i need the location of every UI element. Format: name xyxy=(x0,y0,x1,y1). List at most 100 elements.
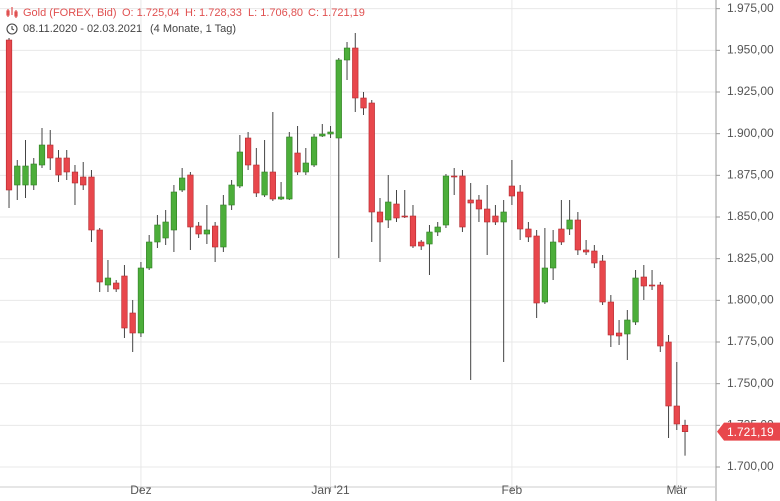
candle-body xyxy=(261,171,268,196)
candle-body xyxy=(88,176,95,231)
y-tick-label: 1.875,00 xyxy=(727,168,774,182)
y-tick-label: 1.700,00 xyxy=(727,459,774,473)
candle-body xyxy=(385,201,392,221)
candle-body xyxy=(360,97,367,109)
candle-body xyxy=(319,133,326,137)
candle-body xyxy=(343,47,351,61)
header: Gold (FOREX, Bid) O: 1.725,04 H: 1.728,3… xyxy=(6,7,365,35)
candle-body xyxy=(467,199,474,204)
y-tick-label: 1.900,00 xyxy=(727,126,774,140)
candle-body xyxy=(434,226,441,233)
candle-body xyxy=(269,171,276,200)
candle-body xyxy=(38,144,46,166)
candle-body xyxy=(451,175,458,178)
candle-body xyxy=(277,196,285,200)
candle-body xyxy=(121,275,128,329)
ohlc-low: L: 1.706,80 xyxy=(248,7,303,19)
candle-body xyxy=(393,203,400,219)
candle-body xyxy=(14,165,21,186)
candle-body xyxy=(657,284,664,347)
y-tick-label: 1.950,00 xyxy=(727,43,774,57)
candle-body xyxy=(492,215,499,223)
candle-body xyxy=(5,39,13,191)
candle-body xyxy=(640,276,647,287)
candle-body xyxy=(418,241,425,247)
candle-body xyxy=(500,211,507,223)
candle-body xyxy=(30,163,37,186)
candle-body xyxy=(327,131,334,135)
candle-body xyxy=(310,136,318,166)
y-tick-label: 1.975,00 xyxy=(727,1,774,15)
date-range: 08.11.2020 - 02.03.2021 xyxy=(23,23,142,35)
candle-body xyxy=(566,219,573,230)
candle-body xyxy=(170,191,178,231)
candle-body xyxy=(475,199,483,210)
candle-body xyxy=(244,137,252,166)
candle-body xyxy=(591,250,598,264)
ohlc-high: H: 1.728,33 xyxy=(185,7,242,19)
candle-body xyxy=(179,177,186,191)
candle-body xyxy=(525,228,532,238)
candle-body xyxy=(146,241,153,269)
candle-body xyxy=(517,191,524,230)
candle-body xyxy=(162,221,169,239)
candle-body xyxy=(533,235,540,304)
candle-body xyxy=(154,224,161,243)
candle-body xyxy=(47,144,54,159)
candle-body xyxy=(294,152,301,173)
candle-body xyxy=(71,171,79,184)
candle-body xyxy=(335,59,342,139)
candle-body xyxy=(203,229,210,235)
y-tick-label: 1.775,00 xyxy=(727,334,774,348)
price-marker xyxy=(717,422,780,441)
y-tick-label: 1.825,00 xyxy=(727,251,774,265)
candle-body xyxy=(599,260,606,303)
candle-body xyxy=(459,175,466,228)
candle-body xyxy=(541,267,548,303)
candle-body xyxy=(368,102,375,213)
x-tick-label: Mär xyxy=(666,483,687,497)
instrument-title: Gold (FOREX, Bid) xyxy=(23,7,117,19)
candle-body xyxy=(129,312,136,334)
period: (4 Monate, 1 Tag) xyxy=(150,23,236,35)
candle-body xyxy=(681,424,689,432)
candle-body xyxy=(253,164,260,194)
y-tick-label: 1.850,00 xyxy=(727,209,774,223)
candle-body xyxy=(302,162,309,173)
candle-body xyxy=(104,277,112,286)
candle-body xyxy=(673,405,680,425)
candles xyxy=(5,33,689,456)
ohlc-open: O: 1.725,04 xyxy=(122,7,180,19)
x-tick-label: Jan '21 xyxy=(311,483,350,497)
y-tick-label: 1.925,00 xyxy=(727,84,774,98)
x-tick-label: Dez xyxy=(130,483,151,497)
clock-icon xyxy=(6,23,18,35)
candle-body xyxy=(583,249,590,253)
candle-body xyxy=(286,136,293,200)
candle-body xyxy=(558,228,565,243)
candle-body xyxy=(409,215,417,247)
candle-body xyxy=(607,301,614,336)
candle-body xyxy=(550,241,557,269)
candle-body xyxy=(96,229,103,283)
candle-body xyxy=(484,208,491,223)
candle-body xyxy=(80,176,87,186)
candle-body xyxy=(212,225,219,248)
candle-body xyxy=(187,174,194,228)
candle-body xyxy=(228,184,235,206)
candle-body xyxy=(55,157,62,176)
price-marker-label: 1.721,19 xyxy=(727,425,774,439)
y-tick-label: 1.800,00 xyxy=(727,293,774,307)
candle-body xyxy=(648,284,656,287)
x-tick-label: Feb xyxy=(502,483,523,497)
candle-body xyxy=(376,211,384,223)
chart-icon xyxy=(6,7,18,18)
candle-body xyxy=(426,231,433,245)
candle-body xyxy=(220,204,227,248)
candle-body xyxy=(632,277,639,323)
candle-body xyxy=(624,319,631,335)
ohlc-close: C: 1.721,19 xyxy=(308,7,365,19)
candle-body xyxy=(574,219,581,251)
candle-body xyxy=(22,165,29,186)
